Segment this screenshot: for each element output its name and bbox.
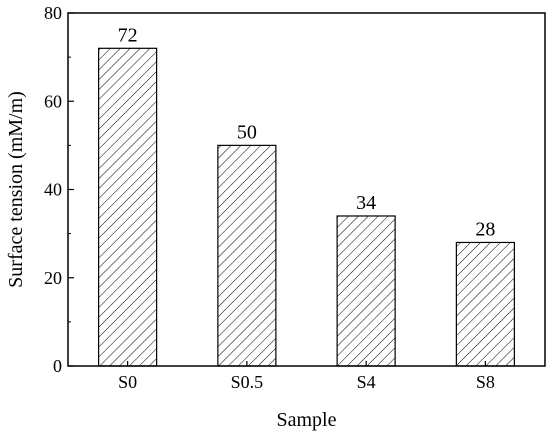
y-axis: 0 20 40 60 80 — [44, 3, 74, 376]
data-label-S0: 72 — [118, 24, 138, 46]
data-label-S8: 28 — [475, 218, 495, 240]
y-tick-label-40: 40 — [44, 180, 62, 200]
bar-S8 — [455, 241, 515, 367]
x-tick-label-S4: S4 — [357, 372, 376, 392]
y-tick-label-0: 0 — [53, 356, 62, 376]
y-tick-label-60: 60 — [44, 91, 62, 111]
bar-S4 — [336, 215, 396, 367]
bars-layer: 72 50 34 28 — [98, 24, 515, 367]
x-axis-label: Sample — [277, 409, 337, 431]
bar-S0.5 — [217, 144, 277, 367]
x-tick-label-S0.5: S0.5 — [231, 372, 264, 392]
y-tick-label-80: 80 — [44, 3, 62, 23]
y-axis-label: Surface tension (mM/m) — [5, 91, 27, 288]
bar-S0 — [98, 47, 158, 367]
data-label-S0.5: 50 — [237, 121, 257, 143]
y-tick-label-20: 20 — [44, 268, 62, 288]
x-axis: S0 S0.5 S4 S8 — [118, 361, 495, 392]
x-tick-label-S0: S0 — [118, 372, 137, 392]
data-label-S4: 34 — [356, 192, 376, 214]
x-tick-label-S8: S8 — [476, 372, 495, 392]
